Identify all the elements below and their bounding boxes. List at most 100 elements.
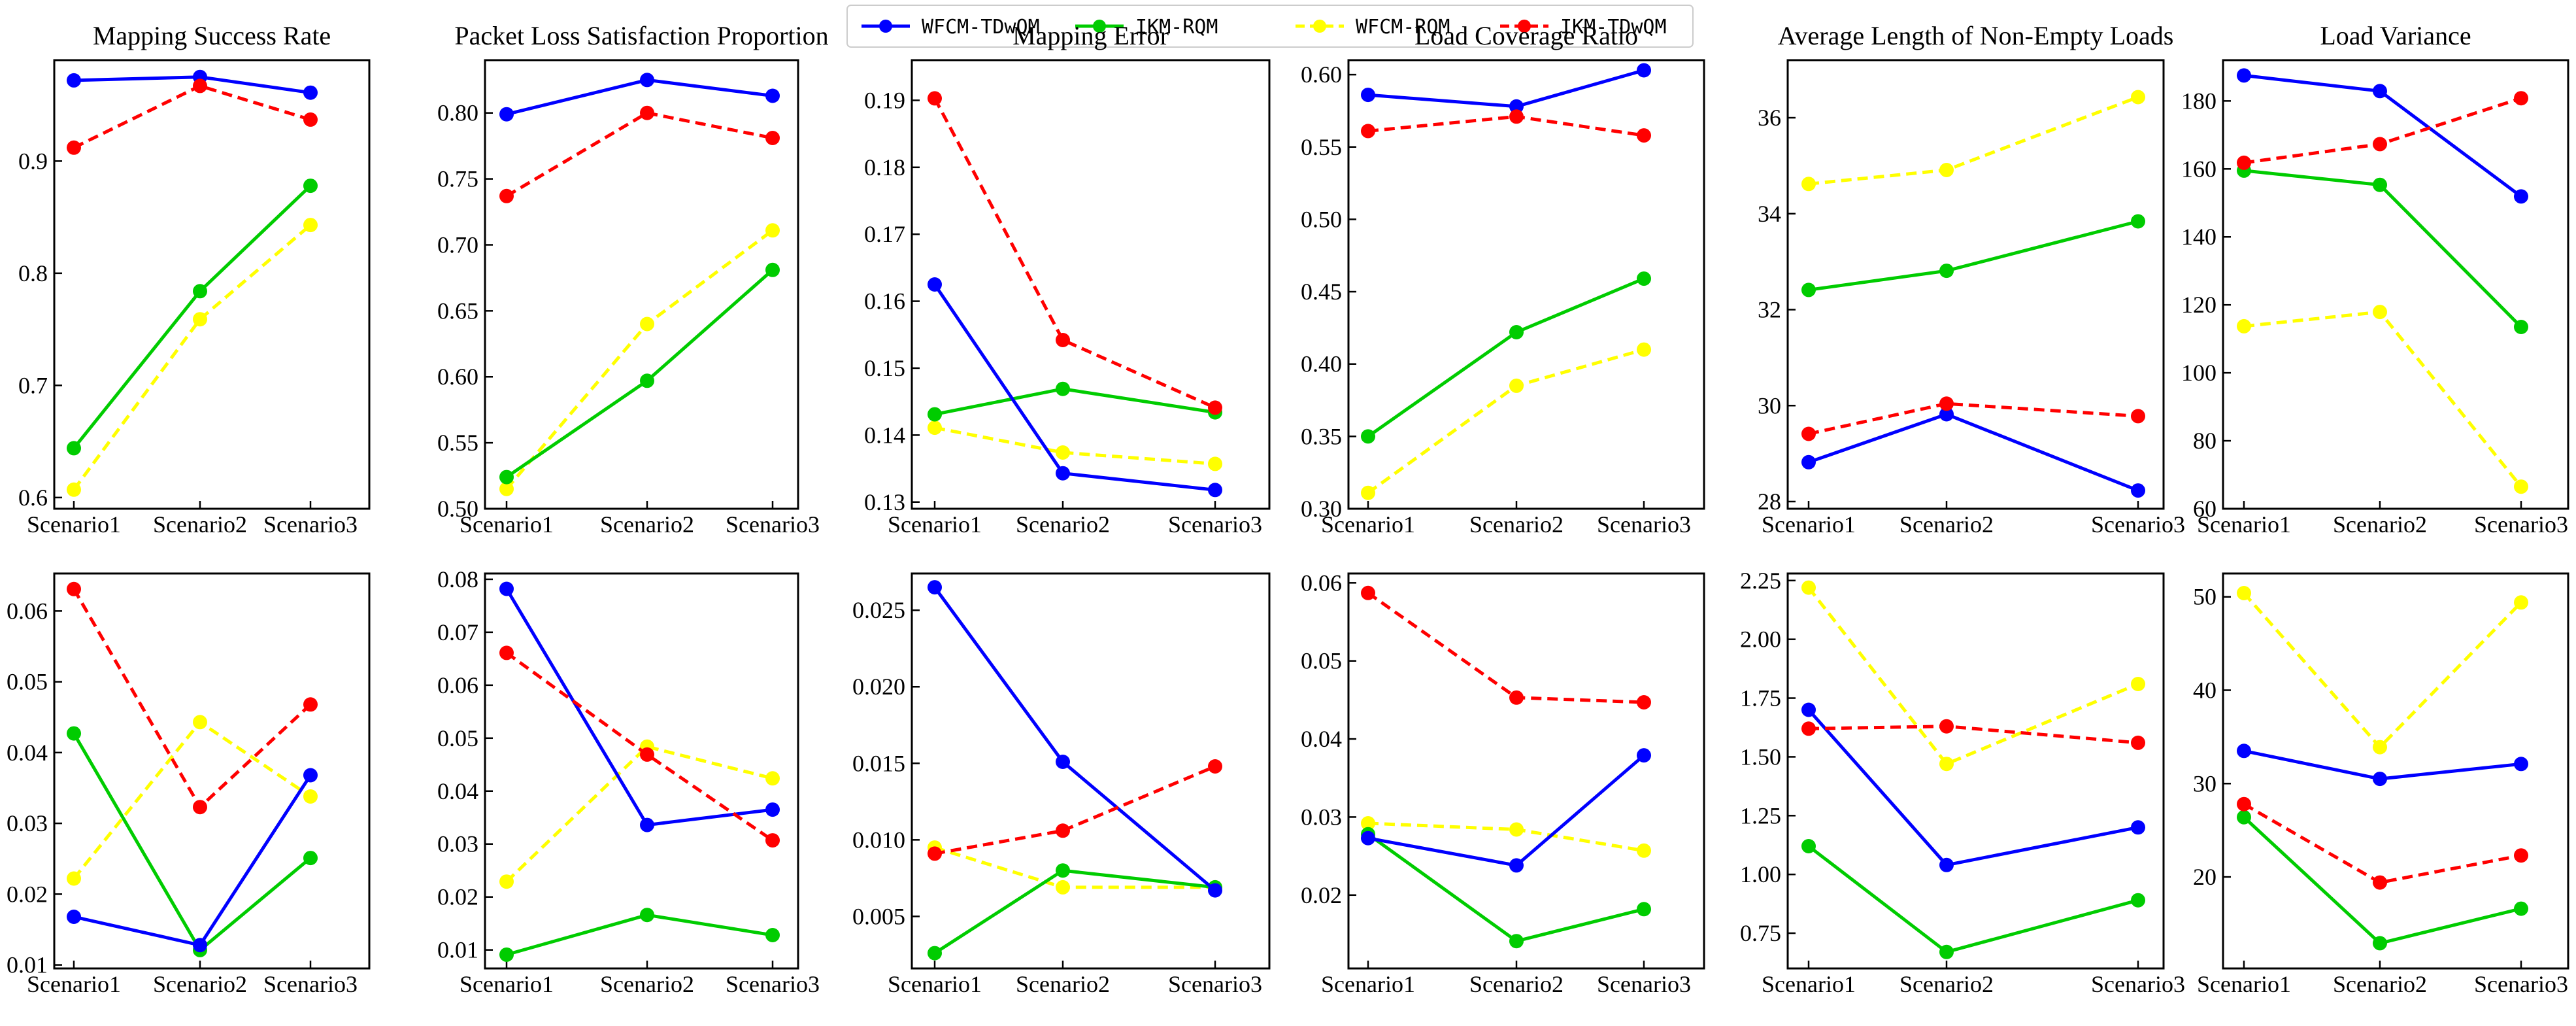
- data-point: [765, 88, 780, 103]
- data-point: [2373, 137, 2387, 152]
- series-line: [1367, 348, 1645, 494]
- series-ikm-tdwqm: [2237, 91, 2528, 170]
- y-tick-label: 160: [2181, 156, 2216, 182]
- y-tick-label: 0.020: [852, 674, 905, 700]
- y-tick-label: 0.02: [7, 881, 48, 907]
- y-tick-label: 30: [2193, 770, 2216, 796]
- data-point: [640, 73, 654, 88]
- data-point: [1208, 456, 1222, 471]
- y-tick-label: 0.60: [1301, 61, 1342, 88]
- y-tick-label: 1.50: [1740, 744, 1781, 770]
- data-point: [1637, 695, 1651, 710]
- series-line: [1367, 69, 1645, 109]
- data-point: [499, 470, 514, 485]
- series-line: [505, 588, 773, 827]
- data-point: [1509, 822, 1524, 837]
- chart-average-length-of-non-empty-loads: Average Length of Non-Empty Loads 28 30 32 3…: [1758, 21, 2185, 538]
- y-tick-label: 0.60: [437, 364, 478, 390]
- data-point: [193, 938, 207, 953]
- data-point: [765, 223, 780, 238]
- y-tick-label: 0.6: [18, 485, 48, 511]
- x-tick-label: Scenario1: [888, 971, 982, 997]
- series-line: [72, 732, 312, 952]
- data-point: [1208, 483, 1222, 498]
- chart-title: Load Variance: [2320, 21, 2471, 50]
- data-point: [1361, 816, 1375, 830]
- y-tick-label: 40: [2193, 677, 2216, 703]
- y-tick-label: 0.05: [7, 669, 48, 695]
- series-line: [1808, 402, 2139, 436]
- data-point: [303, 218, 318, 233]
- data-point: [2514, 479, 2528, 494]
- x-tick-label: Scenario3: [2091, 971, 2185, 997]
- y-tick-label: 0.50: [1301, 206, 1342, 232]
- series-wfcm-tdwqm: [499, 73, 780, 122]
- plot-frame: [2222, 572, 2569, 970]
- legend-label: WFCM-RQM: [1356, 16, 1450, 39]
- series-line: [73, 184, 312, 449]
- data-point: [67, 73, 81, 88]
- plot-frame: [53, 59, 371, 510]
- series-line: [1807, 587, 2139, 766]
- y-tick-label: 0.18: [864, 154, 905, 180]
- series-ikm-tdwqm: [1801, 719, 2145, 750]
- series-line: [2243, 310, 2522, 488]
- chart-mapping-success-rate: Mapping Success Rate 0.6 0.7 0.8 0.9 Scenario…: [18, 21, 371, 538]
- legend-marker: [879, 20, 892, 33]
- x-tick-label: Scenario3: [263, 511, 358, 538]
- series-wfcm-rqm: [67, 218, 318, 497]
- data-point: [1637, 63, 1651, 78]
- series-line: [72, 224, 312, 491]
- data-point: [1509, 858, 1524, 873]
- data-point: [193, 78, 207, 94]
- data-point: [765, 833, 780, 848]
- y-tick-label: 0.03: [1301, 804, 1342, 830]
- data-point: [67, 910, 81, 924]
- y-tick-label: 60: [2193, 496, 2216, 522]
- data-point: [2131, 409, 2145, 424]
- data-point: [1361, 585, 1375, 600]
- series-wfcm-rqm: [2237, 305, 2528, 494]
- series-line: [72, 588, 312, 809]
- data-point: [928, 277, 942, 292]
- legend: WFCM-TDwQM IKM-RQM WFCM-RQM IKM-TDwQM: [846, 5, 1694, 48]
- legend-label: WFCM-TDwQM: [922, 16, 1040, 39]
- series-line: [505, 745, 773, 883]
- y-tick-label: 0.02: [1301, 882, 1342, 908]
- x-tick-label: Scenario2: [1016, 971, 1110, 997]
- x-tick-label: Scenario2: [2333, 971, 2427, 997]
- x-tick-label: Scenario3: [1168, 511, 1262, 538]
- series-ikm-tdwqm: [2237, 796, 2528, 890]
- series-wfcm-tdwqm: [2237, 68, 2528, 204]
- series-ikm-tdwqm: [67, 581, 318, 815]
- data-point: [1801, 454, 1816, 470]
- x-tick-label: Scenario1: [2197, 511, 2291, 538]
- chart-packet-loss-satisfaction-proportion: Packet Loss Satisfaction Proportion 0.50 0…: [437, 21, 829, 538]
- data-point: [1509, 99, 1524, 114]
- data-point: [928, 946, 942, 961]
- plot-frame: [1347, 572, 1705, 970]
- y-tick-label: 20: [2193, 864, 2216, 890]
- series-ikm-tdwqm: [499, 645, 780, 848]
- data-point: [765, 771, 780, 786]
- series-line: [1807, 708, 2139, 867]
- data-point: [1637, 271, 1651, 286]
- series-ikm-rqm: [499, 262, 780, 485]
- series-line: [1367, 754, 1645, 867]
- data-point: [765, 802, 780, 817]
- data-point: [765, 131, 780, 145]
- plot-frame: [1786, 59, 2165, 510]
- data-point: [1939, 719, 1954, 734]
- data-point: [1056, 381, 1070, 396]
- data-point: [1361, 88, 1375, 103]
- series-line: [506, 913, 773, 957]
- data-point: [2373, 740, 2387, 755]
- chart-load-variance: Load Variance 60 80 100 120 140 160 180 Scenario…: [2181, 21, 2569, 538]
- series-wfcm-tdwqm: [1801, 407, 2145, 498]
- series-line: [73, 774, 312, 947]
- x-tick-label: Scenario2: [1899, 511, 1994, 538]
- data-point: [499, 645, 514, 660]
- legend-item-ikm-tdwqm: IKM-TDwQM: [1500, 16, 1667, 39]
- series-ikm-tdwqm: [1361, 109, 1651, 143]
- data-point: [67, 581, 81, 596]
